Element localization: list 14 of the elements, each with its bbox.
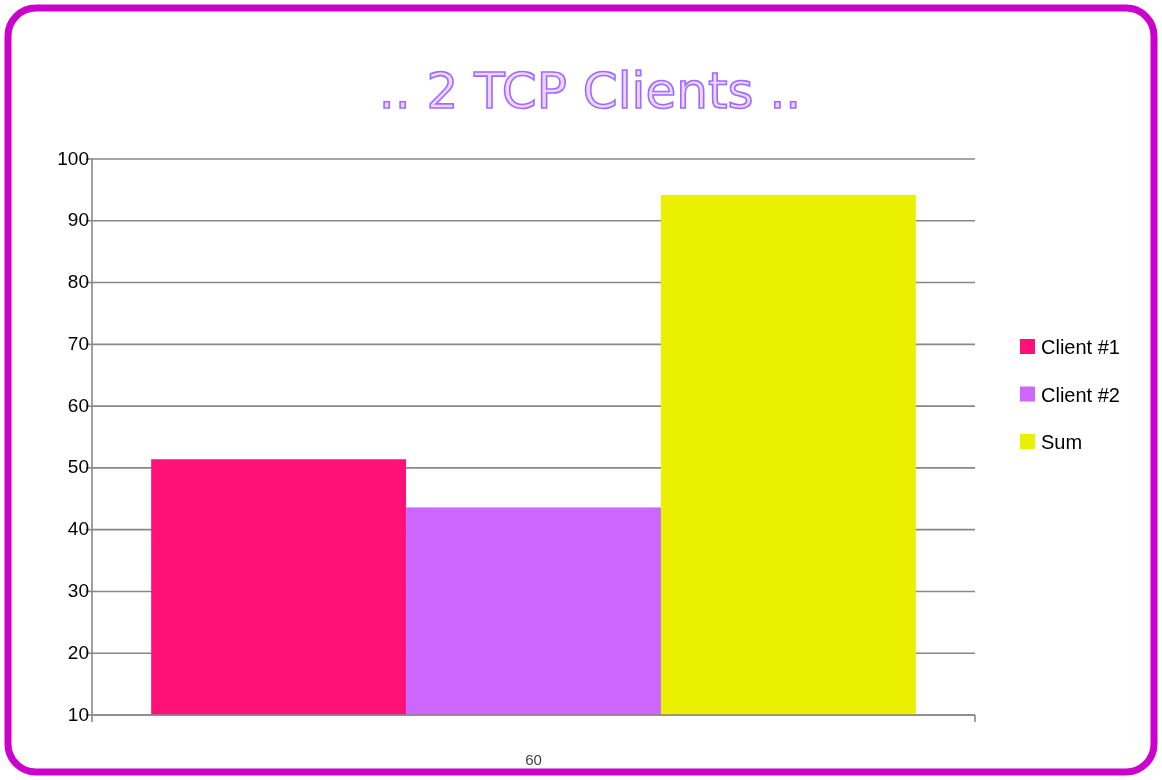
legend-label: Client #1 [1041, 336, 1120, 358]
y-tick-label: 40 [67, 518, 89, 540]
y-tick-label: 90 [67, 209, 89, 231]
y-tick-label: 70 [67, 332, 89, 354]
y-tick-label: 20 [67, 641, 89, 663]
y-tick-label: 60 [67, 394, 89, 416]
y-tick-label: 50 [67, 456, 89, 478]
y-tick-label: 80 [67, 271, 89, 293]
legend-label: Client #2 [1041, 383, 1120, 406]
legend-label: Sum [1041, 431, 1083, 453]
y-tick-label: 10 [67, 703, 89, 725]
y-tick-label: 100 [57, 147, 89, 169]
y-tick-label: 30 [67, 579, 89, 601]
chart-title: .. 2 TCP Clients .. [378, 62, 802, 120]
